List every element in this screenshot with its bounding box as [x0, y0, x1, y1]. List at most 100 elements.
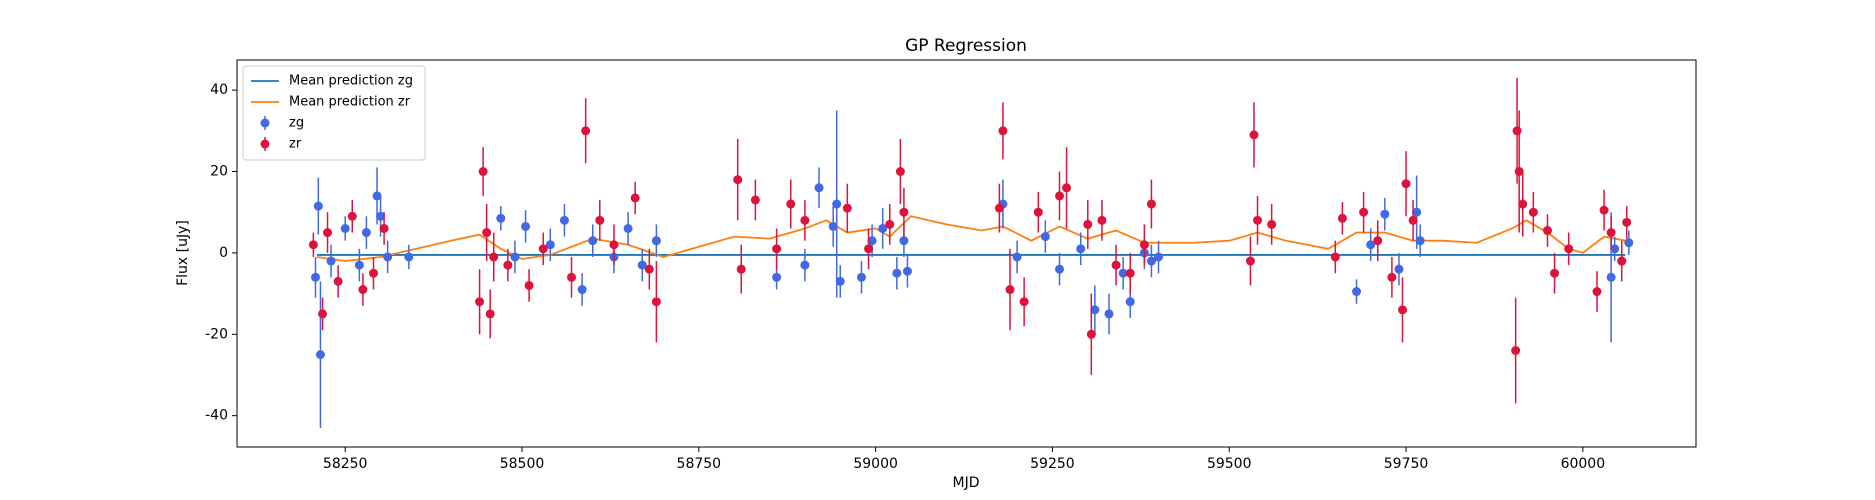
- point: [800, 260, 810, 270]
- point: [538, 244, 548, 254]
- point: [1415, 236, 1425, 246]
- plot-frame: [236, 59, 1697, 448]
- point: [1097, 215, 1107, 225]
- legend-label: zr: [289, 137, 302, 152]
- point: [994, 203, 1004, 213]
- point: [1062, 183, 1072, 193]
- chart-title: GP Regression: [905, 36, 1027, 56]
- point: [478, 167, 488, 177]
- point: [733, 175, 743, 185]
- point: [1387, 272, 1397, 282]
- point: [372, 191, 382, 201]
- point: [998, 126, 1008, 136]
- point: [1528, 207, 1538, 217]
- point: [588, 236, 598, 246]
- point: [1518, 199, 1528, 209]
- point: [1622, 217, 1632, 227]
- point: [892, 268, 902, 278]
- x-tick-label: 59000: [853, 456, 898, 472]
- point: [1542, 226, 1552, 236]
- point: [383, 252, 393, 262]
- point: [1125, 268, 1135, 278]
- point: [524, 280, 534, 290]
- point: [609, 240, 619, 250]
- point: [340, 223, 350, 233]
- point: [1005, 285, 1015, 295]
- point: [1083, 219, 1093, 229]
- point: [326, 256, 336, 266]
- point: [1512, 126, 1522, 136]
- point: [567, 272, 577, 282]
- legend-label: Mean prediction zr: [289, 95, 411, 110]
- point: [772, 272, 782, 282]
- y-tick-label: -40: [205, 408, 228, 424]
- point: [842, 203, 852, 213]
- point: [354, 260, 364, 270]
- point: [878, 223, 888, 233]
- point: [1330, 252, 1340, 262]
- point: [318, 309, 328, 319]
- point: [1617, 256, 1627, 266]
- point: [313, 201, 323, 211]
- point: [1408, 215, 1418, 225]
- x-tick-label: 60000: [1561, 456, 1606, 472]
- point: [1054, 264, 1064, 274]
- point: [1054, 191, 1064, 201]
- point: [1610, 244, 1620, 254]
- legend-label: Mean prediction zg: [289, 74, 413, 89]
- x-tick-label: 59750: [1384, 456, 1429, 472]
- legend-swatch: [260, 139, 270, 149]
- point: [832, 199, 842, 209]
- point: [1146, 199, 1156, 209]
- point: [1606, 228, 1616, 238]
- point: [1352, 287, 1362, 297]
- point: [630, 193, 640, 203]
- x-tick-label: 59500: [1207, 456, 1252, 472]
- x-tick-label: 58750: [677, 456, 722, 472]
- point: [1104, 309, 1114, 319]
- point: [644, 264, 654, 274]
- y-tick-label: 40: [210, 82, 228, 98]
- point: [1401, 179, 1411, 189]
- point: [1125, 297, 1135, 307]
- point: [1040, 232, 1050, 242]
- point: [637, 260, 647, 270]
- point: [1606, 272, 1616, 282]
- point: [1146, 256, 1156, 266]
- point: [1337, 213, 1347, 223]
- point: [800, 215, 810, 225]
- y-axis-label: Flux [uJy]: [175, 220, 191, 286]
- point: [358, 285, 368, 295]
- point: [489, 252, 499, 262]
- point: [559, 215, 569, 225]
- point: [595, 215, 605, 225]
- point: [510, 252, 520, 262]
- point: [577, 285, 587, 295]
- point: [856, 272, 866, 282]
- point: [503, 260, 513, 270]
- point: [1412, 207, 1422, 217]
- point: [786, 199, 796, 209]
- point: [814, 183, 824, 193]
- point: [1033, 207, 1043, 217]
- point: [899, 236, 909, 246]
- y-tick-label: -20: [205, 326, 228, 342]
- legend-label: zg: [289, 116, 304, 131]
- point: [1111, 260, 1121, 270]
- point: [1012, 252, 1022, 262]
- point: [651, 236, 661, 246]
- point: [1599, 205, 1609, 215]
- point: [899, 207, 909, 217]
- point: [1373, 236, 1383, 246]
- point: [1592, 287, 1602, 297]
- point: [902, 266, 912, 276]
- x-tick-label: 59250: [1030, 456, 1075, 472]
- point: [1511, 346, 1521, 356]
- point: [1253, 215, 1263, 225]
- point: [1249, 130, 1259, 140]
- point: [1139, 240, 1149, 250]
- point: [1366, 240, 1376, 250]
- point: [864, 244, 874, 254]
- point: [1398, 305, 1408, 315]
